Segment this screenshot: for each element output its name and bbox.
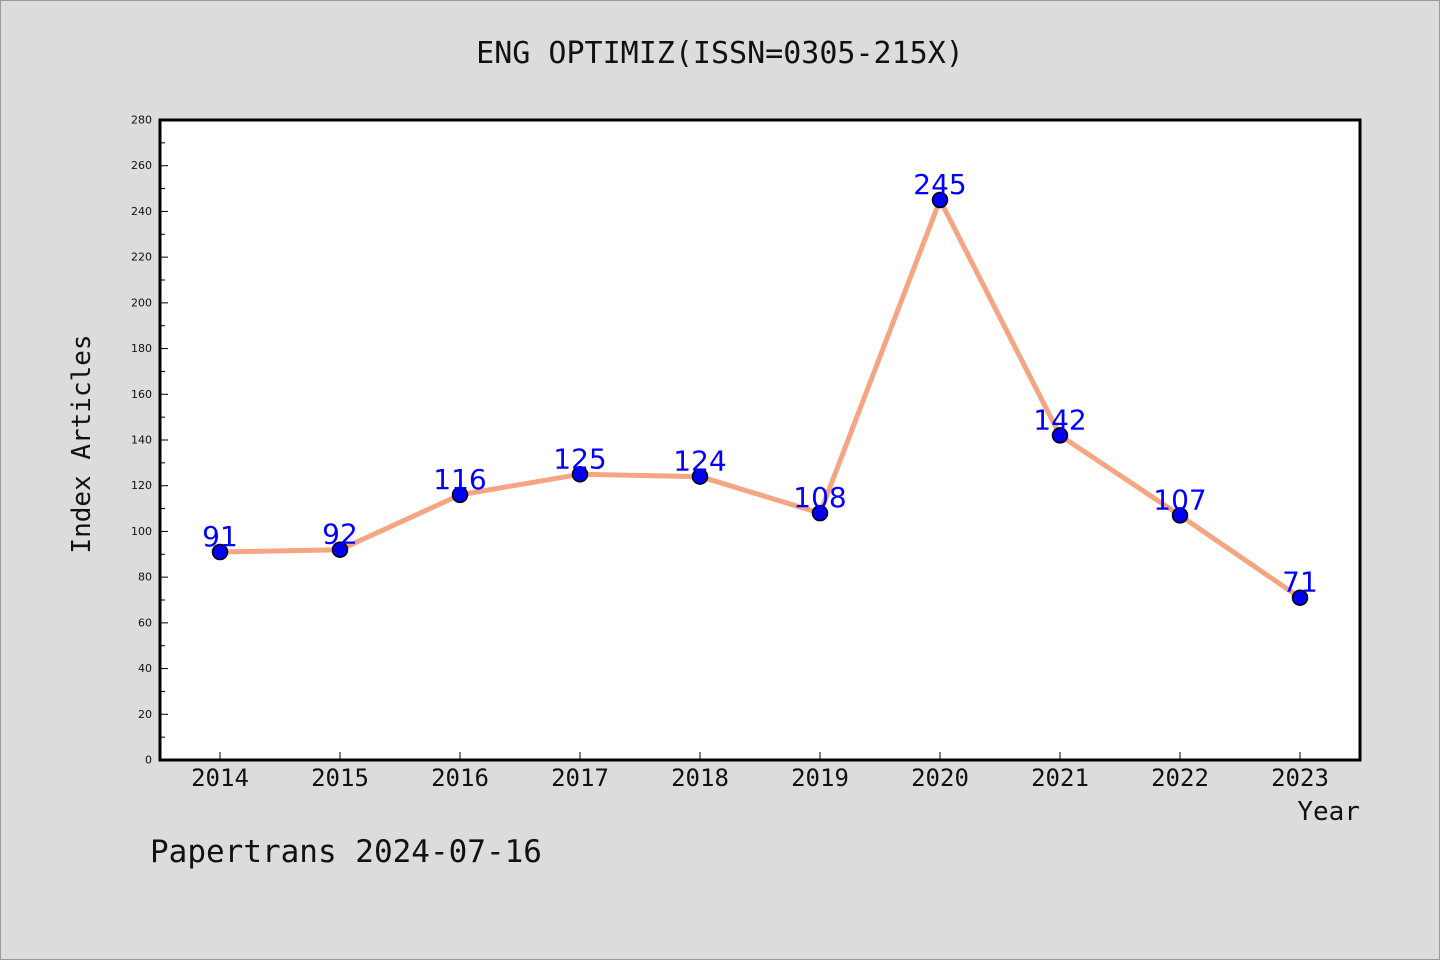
series [211, 191, 1309, 606]
data-point [691, 468, 709, 485]
x-tick-label: 2020 [911, 764, 969, 792]
y-tick-label: 200 [131, 296, 152, 309]
x-tick-label: 2022 [1151, 764, 1209, 792]
data-label: 91 [202, 520, 238, 553]
plot-area [158, 118, 1362, 762]
chart-title: ENG OPTIMIZ(ISSN=0305-215X) [476, 36, 964, 71]
y-tick-label: 120 [131, 479, 152, 492]
data-label: 71 [1282, 566, 1318, 599]
data-point [1051, 427, 1069, 444]
x-tick-label: 2017 [551, 764, 609, 792]
data-labels: 91 92 116 125 124 108 245 142 107 71 [202, 168, 1318, 599]
x-tick-label: 2023 [1271, 764, 1329, 792]
data-label: 116 [433, 463, 486, 496]
y-tick-label: 60 [138, 616, 152, 629]
data-point [571, 466, 589, 483]
y-tick-label: 80 [138, 571, 152, 584]
y-tick-label: 240 [131, 205, 152, 218]
y-tick-label: 280 [131, 114, 152, 127]
data-label: 125 [553, 442, 606, 475]
x-axis: 2014 2015 2016 2017 2018 2019 2020 2021 2022 2023 [191, 752, 1329, 792]
y-axis: 0 20 40 60 80 100 120 140 160 180 200 220 240 260 280 [131, 114, 168, 767]
y-tick-label: 0 [145, 754, 152, 767]
x-tick-label: 2018 [671, 764, 729, 792]
data-point [1291, 589, 1309, 606]
y-tick-label: 160 [131, 388, 152, 401]
data-point [811, 504, 829, 522]
data-point [451, 486, 469, 504]
data-point [1171, 507, 1189, 524]
series-line [217, 197, 1303, 601]
y-tick-label: 260 [131, 159, 152, 172]
data-label: 107 [1153, 483, 1206, 516]
data-point [211, 543, 229, 561]
data-label: 245 [913, 168, 966, 201]
x-axis-label: Year [1297, 797, 1360, 827]
data-label: 108 [793, 481, 846, 514]
y-axis-label: Index Articles [67, 334, 97, 553]
y-tick-label: 180 [131, 342, 152, 355]
x-tick-label: 2014 [191, 764, 249, 792]
x-tick-label: 2016 [431, 764, 489, 792]
data-label: 124 [673, 445, 726, 478]
y-tick-label: 20 [138, 708, 152, 721]
y-tick-label: 100 [131, 525, 152, 538]
x-tick-label: 2015 [311, 764, 369, 792]
data-point [331, 541, 349, 558]
data-point [931, 191, 949, 209]
y-tick-label: 220 [131, 251, 152, 264]
data-label: 142 [1033, 403, 1086, 436]
x-tick-label: 2021 [1031, 764, 1089, 792]
x-tick-label: 2019 [791, 764, 849, 792]
y-tick-label: 40 [138, 662, 152, 675]
y-tick-label: 140 [131, 434, 152, 447]
data-label: 92 [322, 518, 358, 551]
footer-text: Papertrans 2024-07-16 [150, 834, 542, 870]
